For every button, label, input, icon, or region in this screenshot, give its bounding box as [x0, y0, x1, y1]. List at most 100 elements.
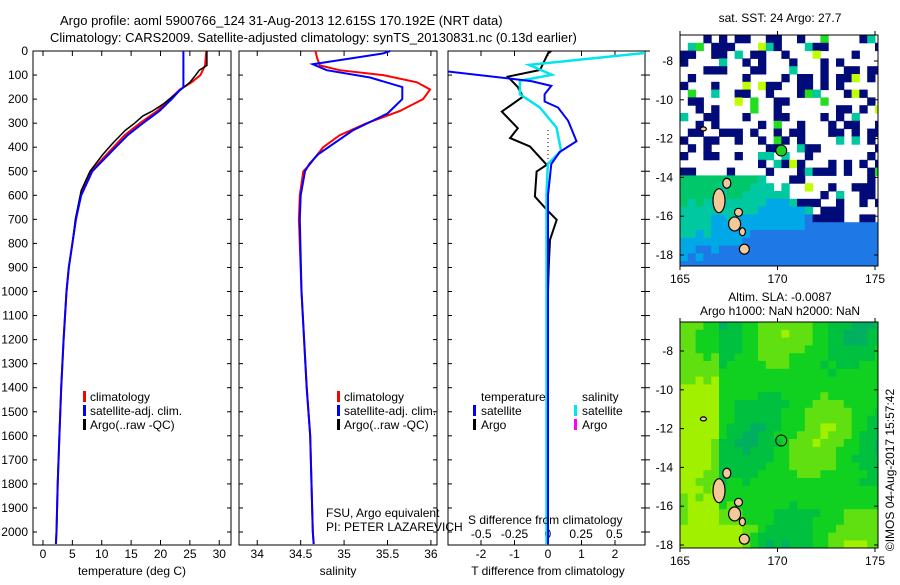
sla-cell [687, 345, 697, 354]
sla-cell [812, 376, 821, 385]
sst-cell [836, 253, 845, 262]
sst-cell [867, 128, 876, 137]
sst-cell [797, 120, 806, 130]
sst-cell [726, 175, 736, 184]
sst-cell [680, 191, 689, 200]
sst-cell [711, 136, 720, 145]
sla-cell [781, 415, 790, 424]
legend-label: climatology [90, 390, 150, 404]
sla-cell [687, 353, 697, 362]
sla-cell [773, 462, 782, 471]
sla-cell [781, 407, 790, 417]
sla-cell [726, 446, 736, 456]
sst-cell [734, 50, 743, 59]
sst-cell [765, 253, 775, 262]
sla-cell [758, 361, 767, 370]
sst-cell [750, 230, 759, 239]
sla-cell [851, 431, 860, 440]
depth-tick-label: 500 [8, 164, 28, 178]
sst-cell [867, 74, 876, 83]
sla-cell [812, 400, 821, 409]
sla-cell [758, 439, 767, 448]
island-shape [722, 467, 732, 479]
sla-cell [695, 454, 704, 463]
sla-cell [750, 501, 759, 510]
sla-cell [726, 407, 736, 417]
sst-cell [680, 206, 689, 215]
sla-cell [867, 532, 876, 541]
sla-cell [843, 337, 853, 346]
sla-cell [843, 400, 853, 409]
sst-cell [734, 128, 743, 137]
sla-cell [820, 361, 829, 370]
sst-cell [781, 253, 790, 262]
sst-cell [804, 89, 814, 98]
sla-cell [820, 384, 829, 393]
sla-cell [758, 407, 767, 417]
x-tick-label: 36 [424, 547, 438, 561]
sla-cell [711, 517, 720, 526]
sst-cell [820, 206, 829, 215]
island-shape [712, 188, 726, 214]
sla-cell [820, 524, 829, 534]
sst-cell [703, 175, 712, 184]
lat-tick-label: -8 [662, 54, 673, 68]
sst-cell [773, 198, 782, 208]
sla-cell [828, 509, 837, 518]
sla-cell [695, 415, 704, 424]
sst-cell [750, 183, 759, 192]
sla-cell [797, 493, 806, 502]
sla-cell [687, 376, 697, 385]
sla-cell [859, 470, 868, 479]
sst-cell [765, 81, 775, 91]
sla-cell [680, 524, 689, 534]
sla-cell [781, 329, 790, 339]
series-line-s-satellite [518, 51, 645, 544]
sla-cell [719, 540, 728, 548]
sla-cell [859, 392, 868, 401]
x-tick-label: 2 [612, 547, 619, 561]
sla-cell [789, 454, 798, 463]
sla-cell [851, 439, 860, 448]
sst-cell [680, 222, 689, 231]
sla-cell [687, 337, 697, 346]
sla-cell [828, 501, 837, 510]
sla-cell [680, 415, 689, 424]
sla-cell [828, 517, 837, 526]
sla-cell [765, 524, 775, 534]
sla-cell [680, 368, 689, 378]
sla-cell [828, 446, 837, 456]
sla-cell [742, 517, 751, 526]
sst-map-frame [679, 34, 879, 267]
sst-cell [758, 191, 767, 200]
sst-cell [719, 58, 728, 67]
sla-map-frame [679, 321, 879, 549]
sla-cell [797, 345, 806, 354]
sla-cell [773, 485, 782, 495]
sla-cell [750, 329, 759, 339]
sla-cell [742, 454, 751, 463]
sla-cell [680, 501, 689, 510]
sla-cell [812, 493, 821, 502]
sst-cell [843, 253, 853, 262]
sla-cell [742, 392, 751, 401]
sla-cell [797, 517, 806, 526]
sla-cell [742, 361, 751, 370]
sst-cell [875, 66, 878, 75]
sla-cell [750, 415, 759, 424]
sst-cell [734, 89, 743, 98]
sla-cell [843, 322, 853, 331]
sla-cell [859, 384, 868, 393]
sla-cell [680, 384, 689, 393]
sst-cell [843, 222, 853, 231]
sla-cell [836, 485, 845, 495]
sst-cell [836, 222, 845, 231]
sst-cell [726, 230, 736, 239]
sla-cell [773, 524, 782, 534]
sla-cell [726, 415, 736, 424]
sst-cell [711, 105, 720, 114]
sla-cell [773, 322, 782, 331]
sla-cell [742, 462, 751, 471]
sst-cell [797, 144, 806, 153]
sla-cell [703, 376, 712, 385]
